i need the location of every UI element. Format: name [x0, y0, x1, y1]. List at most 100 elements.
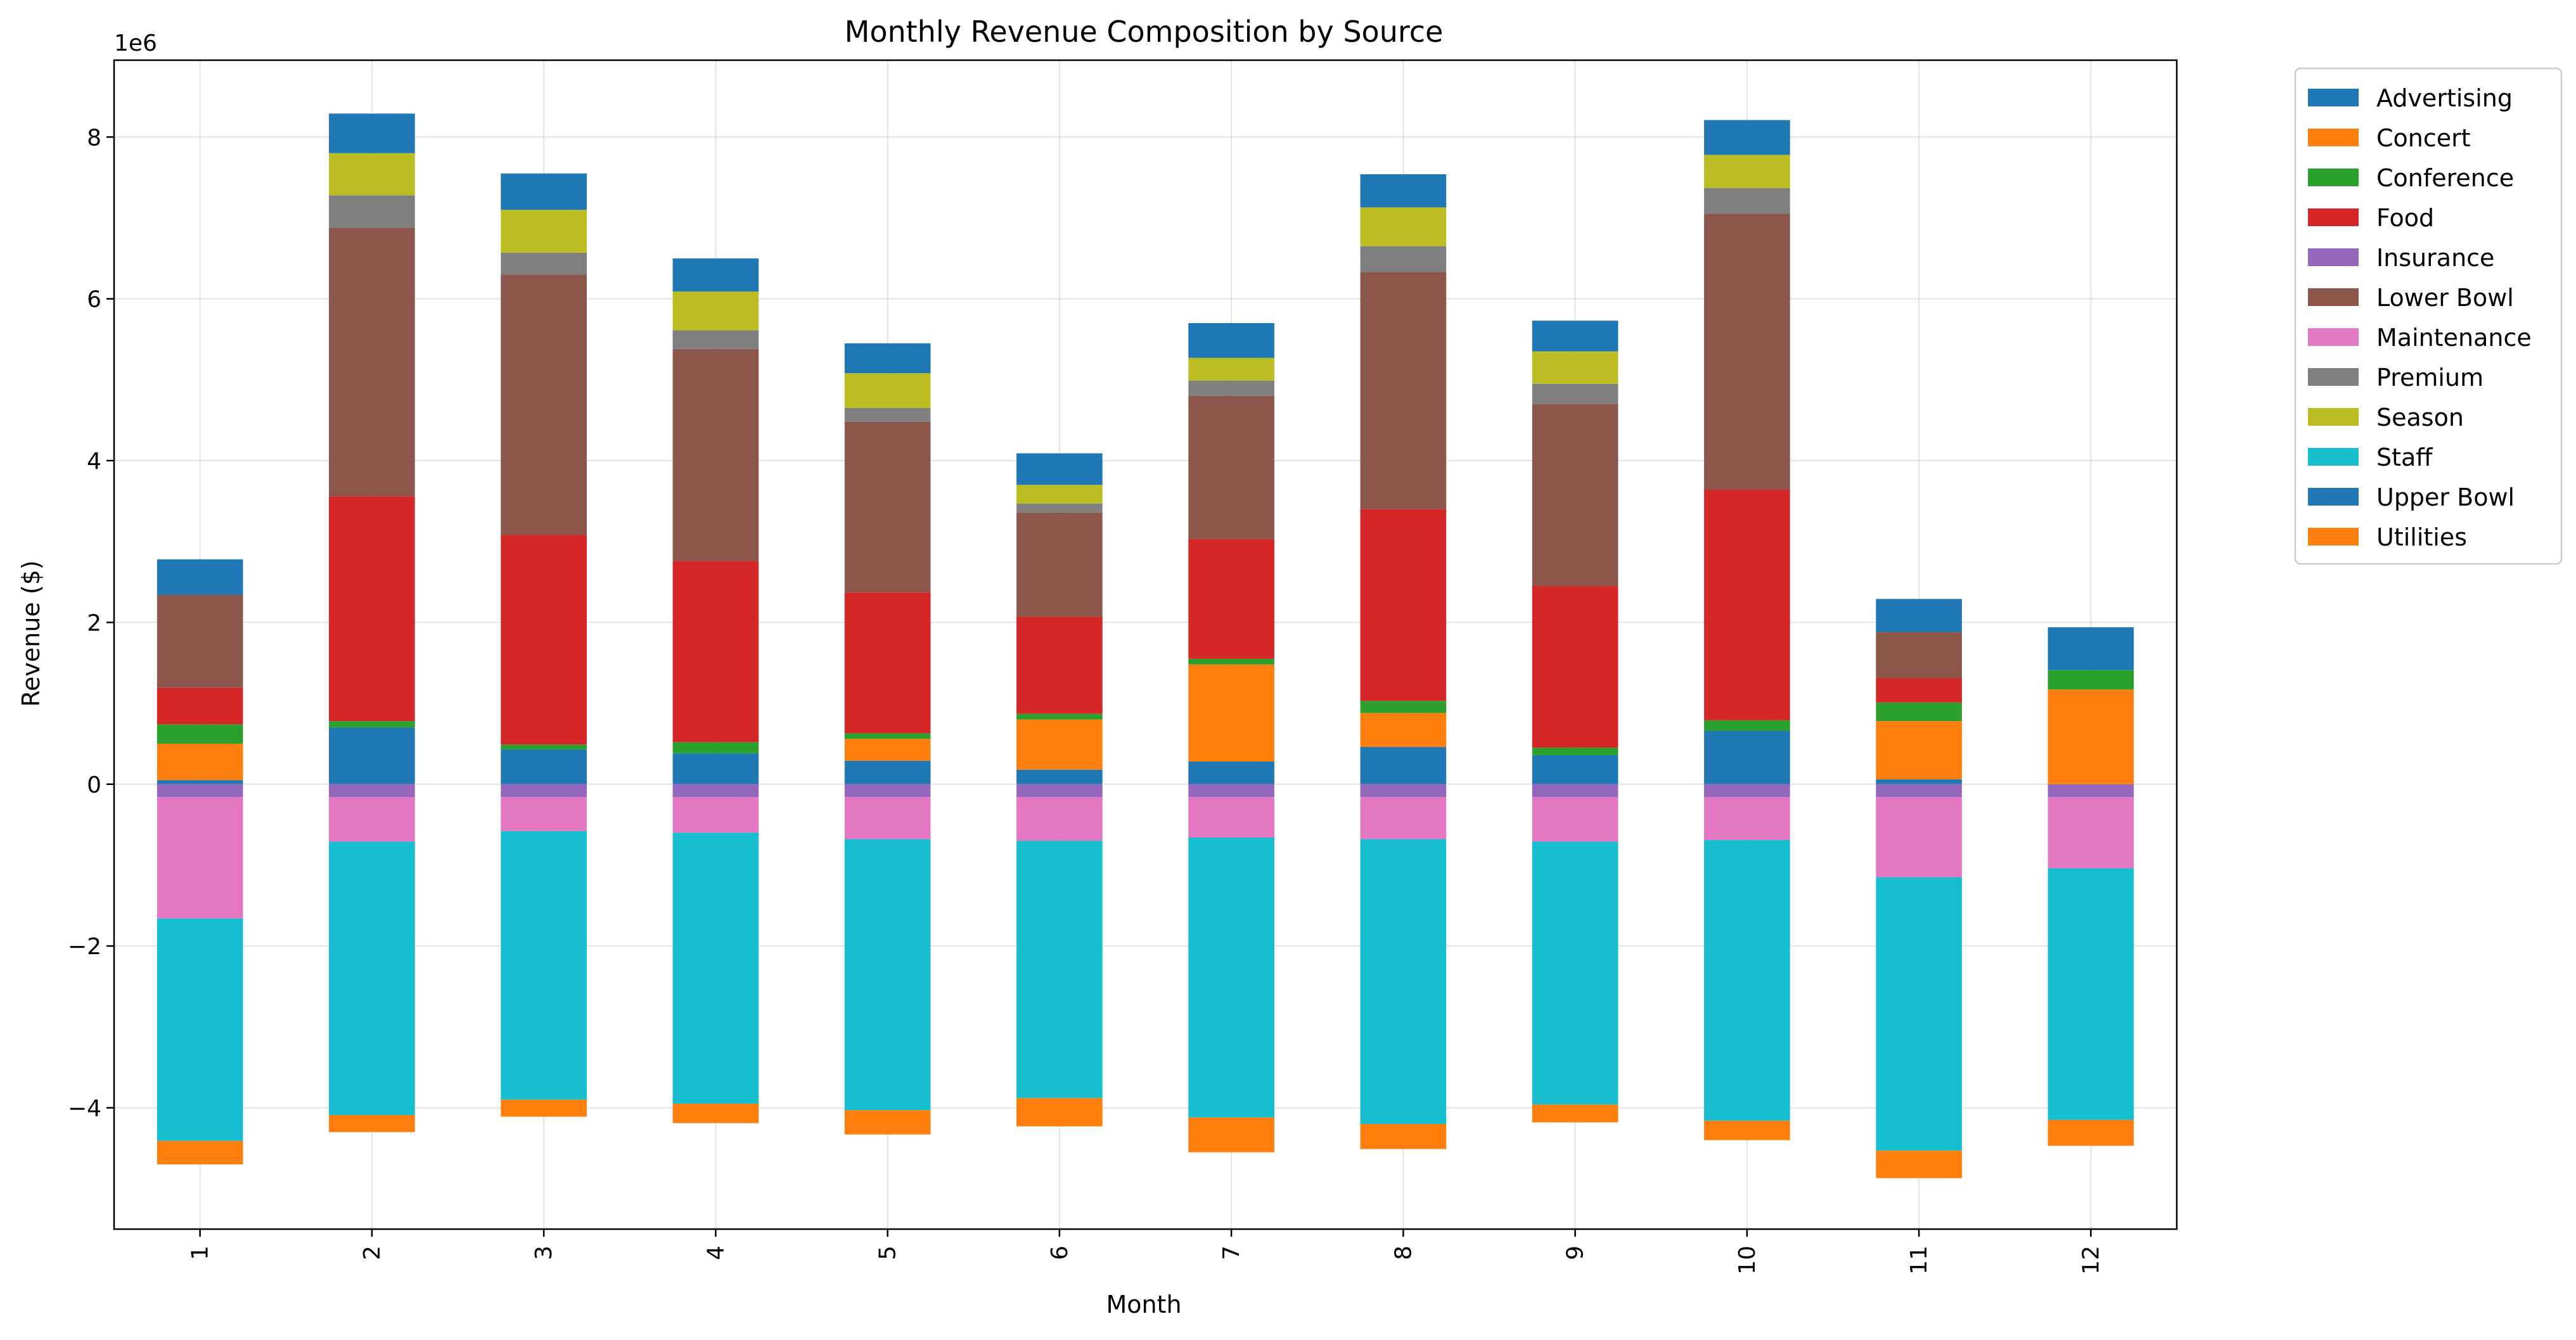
legend-label-premium: Premium	[2376, 364, 2483, 392]
x-tick-label: 10	[1734, 1246, 1760, 1275]
bar-conference-month-6	[1016, 713, 1103, 720]
y-tick-label: 0	[87, 772, 101, 798]
bar-utilities-month-2	[329, 1114, 415, 1132]
bar-advertising-month-9	[1532, 755, 1618, 784]
bar-staff-month-2	[329, 841, 415, 1115]
bar-food-month-2	[329, 496, 415, 722]
legend: Advertising Concert Conference Food Insuranc…	[2294, 67, 2563, 565]
chart-title: Monthly Revenue Composition by Source	[845, 15, 1444, 49]
bar-insurance-month-2	[329, 784, 415, 798]
bar-insurance-month-7	[1188, 784, 1274, 798]
bar-upper-bowl-month-10	[1704, 120, 1790, 155]
bar-upper-bowl-month-7	[1188, 322, 1274, 358]
bar-concert-month-7	[1188, 664, 1274, 762]
x-tick-label: 12	[2078, 1246, 2104, 1275]
x-tick-label: 3	[531, 1246, 557, 1260]
x-tick-label: 8	[1390, 1246, 1416, 1260]
bar-utilities-month-7	[1188, 1117, 1274, 1152]
bar-conference-month-3	[501, 744, 587, 750]
bar-premium-month-10	[1704, 188, 1790, 214]
y-tick-label: 2	[87, 610, 101, 636]
bar-concert-month-6	[1016, 719, 1103, 770]
bar-utilities-month-1	[157, 1140, 243, 1165]
bar-conference-month-2	[329, 721, 415, 728]
bar-food-month-6	[1016, 616, 1103, 714]
bar-maintenance-month-7	[1188, 797, 1274, 838]
bar-maintenance-month-9	[1532, 797, 1618, 842]
legend-label-upper-bowl: Upper Bowl	[2376, 483, 2515, 511]
bar-concert-month-12	[2047, 689, 2134, 784]
legend-swatch-premium	[2308, 368, 2359, 386]
y-tick-label: 4	[87, 449, 101, 475]
bar-conference-month-4	[672, 742, 759, 754]
bar-staff-month-4	[672, 833, 759, 1104]
bar-staff-month-5	[844, 839, 931, 1111]
legend-swatch-concert	[2308, 129, 2359, 146]
y-tick-label: 8	[87, 125, 101, 151]
bar-utilities-month-4	[672, 1104, 759, 1123]
y-tick-label: −2	[68, 934, 101, 960]
x-tick-label: 6	[1047, 1246, 1073, 1260]
bar-premium-month-8	[1360, 246, 1447, 272]
bar-insurance-month-3	[501, 784, 587, 798]
bar-maintenance-month-12	[2047, 797, 2134, 869]
bar-maintenance-month-10	[1704, 797, 1790, 840]
bar-food-month-10	[1704, 489, 1790, 720]
bar-food-month-11	[1876, 678, 1962, 703]
y-axis-scale-label: 1e6	[114, 30, 157, 56]
legend-swatch-season	[2308, 408, 2359, 426]
bar-season-month-4	[672, 291, 759, 331]
bar-advertising-month-6	[1016, 769, 1103, 784]
bar-staff-month-10	[1704, 839, 1790, 1121]
bar-food-month-5	[844, 592, 931, 734]
bar-upper-bowl-month-6	[1016, 453, 1103, 485]
bar-premium-month-9	[1532, 383, 1618, 404]
bar-premium-month-4	[672, 330, 759, 349]
bar-season-month-2	[329, 153, 415, 196]
x-axis-title: Month	[1106, 1291, 1181, 1318]
bar-upper-bowl-month-2	[329, 113, 415, 153]
legend-label-food: Food	[2376, 204, 2434, 232]
bar-staff-month-3	[501, 831, 587, 1100]
bar-advertising-month-8	[1360, 747, 1447, 784]
legend-swatch-insurance	[2308, 248, 2359, 266]
x-tick-label: 1	[188, 1246, 214, 1260]
bar-advertising-month-10	[1704, 731, 1790, 784]
bar-maintenance-month-1	[157, 797, 243, 919]
y-tick-label: −4	[68, 1095, 101, 1121]
bar-utilities-month-11	[1876, 1151, 1962, 1178]
bar-utilities-month-12	[2047, 1120, 2134, 1146]
bar-staff-month-1	[157, 918, 243, 1141]
bar-conference-month-9	[1532, 748, 1618, 755]
bar-staff-month-11	[1876, 877, 1962, 1151]
bar-season-month-5	[844, 373, 931, 409]
legend-box	[2294, 67, 2563, 565]
bar-maintenance-month-4	[672, 797, 759, 833]
legend-label-season: Season	[2376, 404, 2464, 431]
x-tick-label: 11	[1906, 1246, 1932, 1275]
plot-frame	[113, 59, 2178, 1230]
bar-maintenance-month-2	[329, 797, 415, 842]
bar-advertising-month-7	[1188, 762, 1274, 784]
legend-label-maintenance: Maintenance	[2376, 324, 2532, 352]
bar-upper-bowl-month-12	[2047, 627, 2134, 670]
legend-swatch-staff	[2308, 448, 2359, 466]
bar-lower-bowl-month-11	[1876, 632, 1962, 679]
bar-insurance-month-4	[672, 784, 759, 798]
bar-conference-month-5	[844, 733, 931, 739]
legend-label-concert: Concert	[2376, 124, 2471, 152]
bar-maintenance-month-11	[1876, 797, 1962, 877]
bar-conference-month-8	[1360, 701, 1447, 713]
bar-food-month-4	[672, 561, 759, 743]
bar-insurance-month-8	[1360, 784, 1447, 798]
bar-upper-bowl-month-9	[1532, 321, 1618, 352]
bar-advertising-month-4	[672, 753, 759, 784]
bar-maintenance-month-8	[1360, 797, 1447, 839]
legend-label-insurance: Insurance	[2376, 244, 2494, 272]
y-tick-label: 6	[87, 287, 101, 313]
bar-lower-bowl-month-3	[501, 274, 587, 535]
bars	[157, 113, 2134, 1178]
bar-season-month-10	[1704, 155, 1790, 188]
legend-swatch-food	[2308, 208, 2359, 226]
bar-staff-month-12	[2047, 868, 2134, 1120]
